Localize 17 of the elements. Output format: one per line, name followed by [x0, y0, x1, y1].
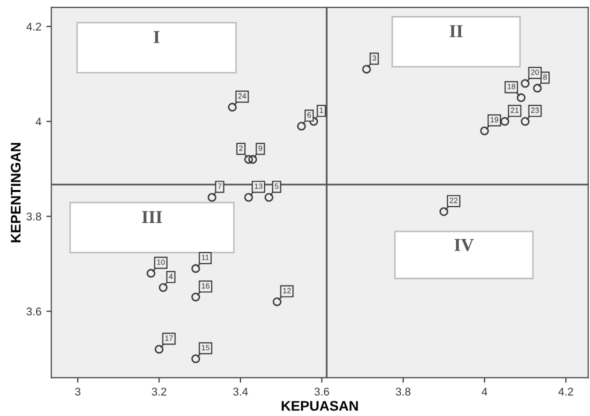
x-tick-label: 4 — [482, 388, 488, 396]
x-tick-label: 3.2 — [152, 388, 166, 396]
y-tick-label: 4 — [36, 118, 42, 126]
y-tick-label: 3.6 — [26, 308, 42, 316]
x-tick-label: 3 — [75, 388, 80, 396]
x-tick-label: 4.2 — [558, 388, 574, 396]
annotation: IV — [454, 239, 474, 252]
y-tick-label: 4.2 — [26, 22, 42, 30]
y-tick-label: 3.8 — [26, 212, 42, 220]
x-tick-label: 3.6 — [314, 388, 330, 396]
y-axis-title: KEPENTINGAN — [10, 143, 21, 242]
annotation: II — [450, 25, 463, 38]
annotation: III — [142, 211, 162, 223]
annotation: I — [154, 31, 160, 44]
x-axis-title: KEPUASAN — [282, 400, 358, 411]
x-tick-label: 3.4 — [233, 388, 248, 396]
x-tick-label: 3.8 — [396, 388, 410, 396]
